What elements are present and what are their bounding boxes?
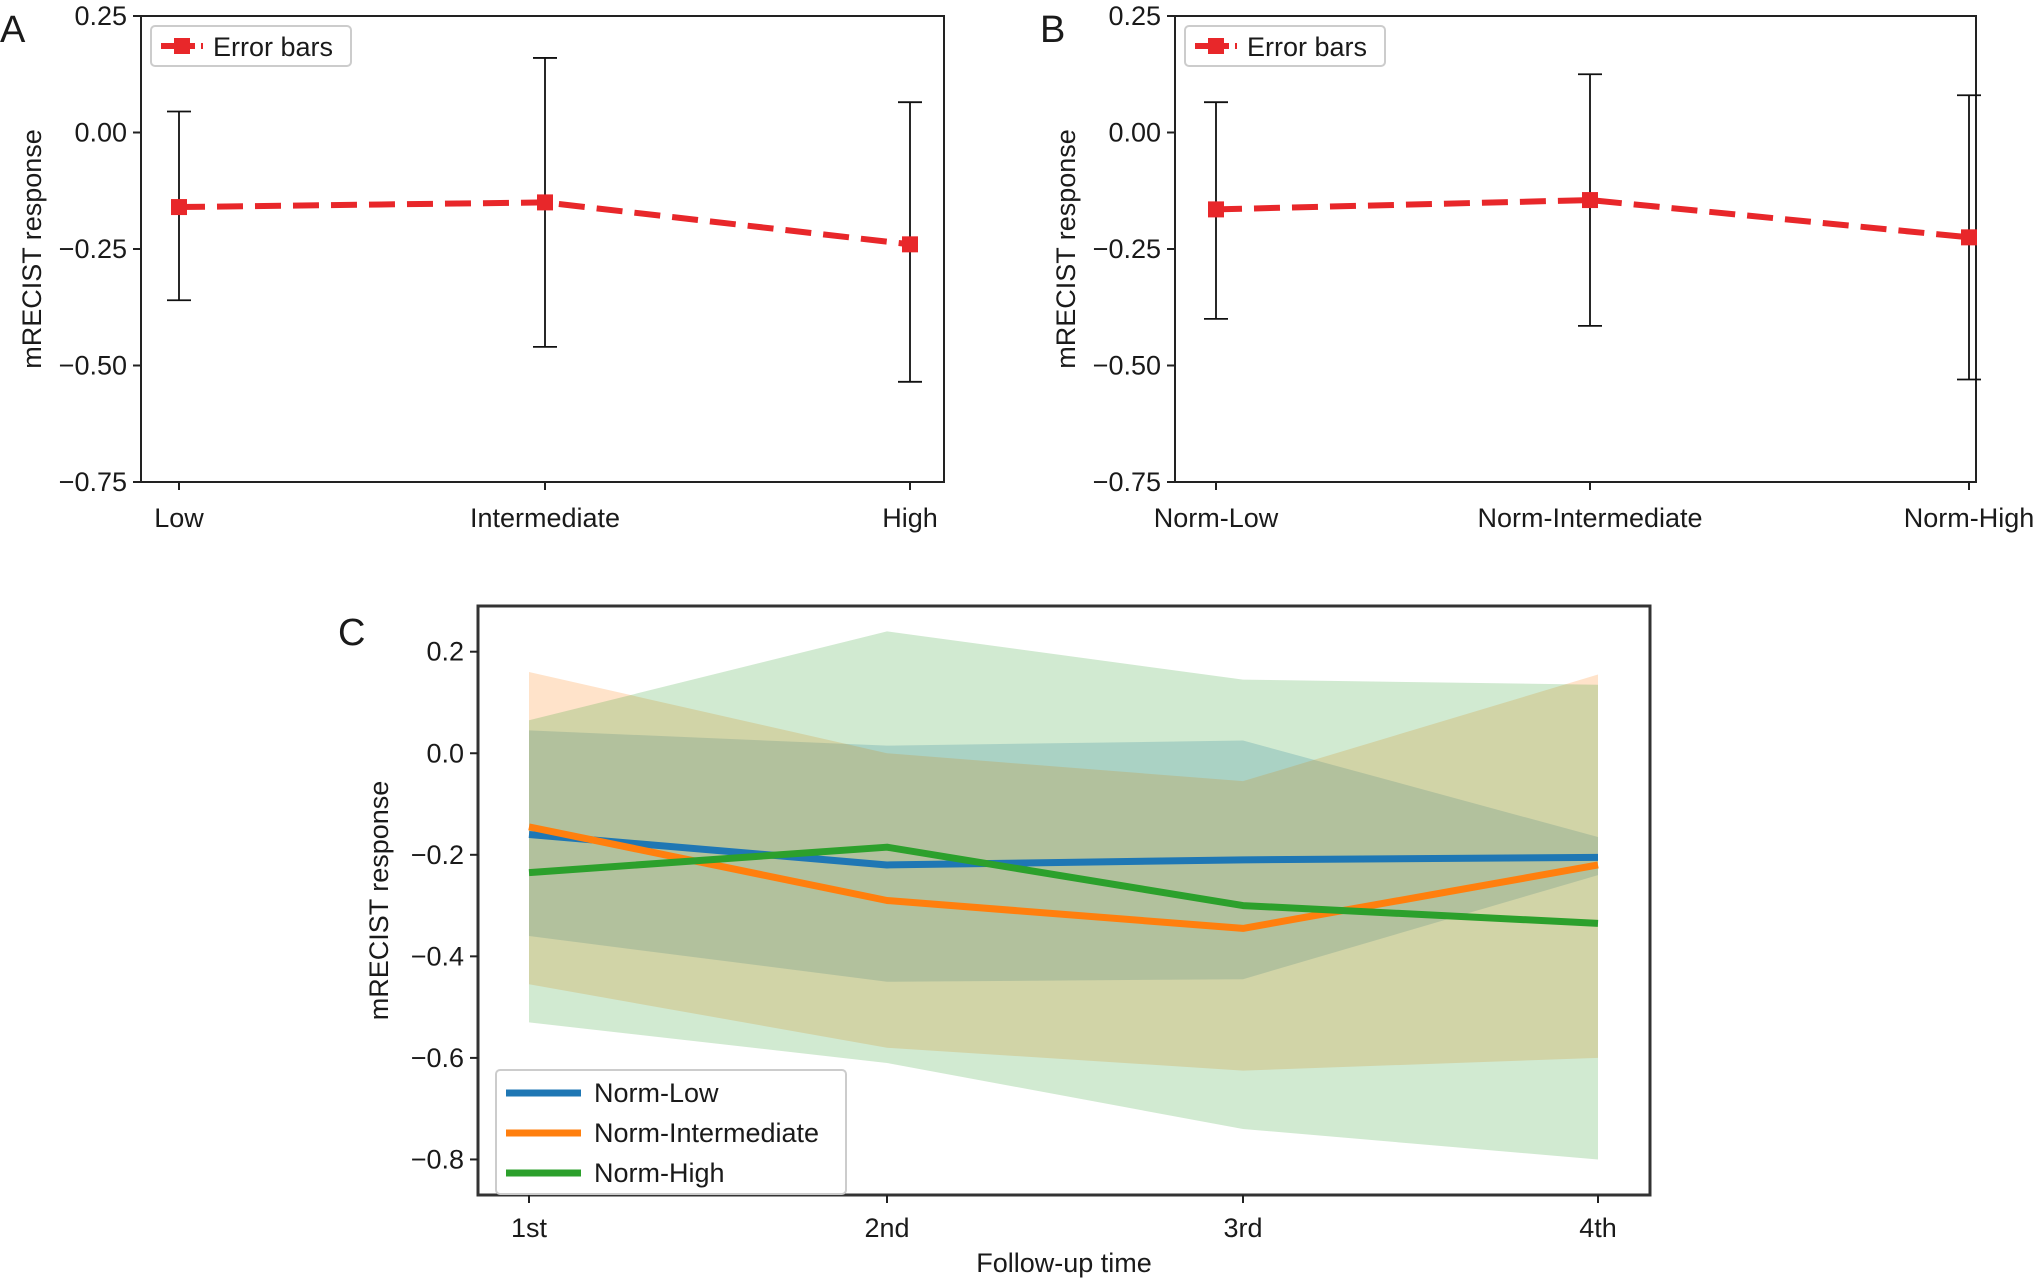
plot-frame — [1174, 15, 1977, 483]
y-tick-label: 0.0 — [426, 738, 464, 768]
x-tick-label: Low — [154, 503, 204, 533]
legend-label: Norm-Intermediate — [594, 1118, 819, 1148]
legend-label: Norm-Low — [594, 1078, 719, 1108]
series-line — [528, 843, 1599, 927]
panel-label-b: B — [1040, 9, 1065, 51]
plot-frame — [140, 15, 945, 483]
series-line — [528, 823, 1599, 932]
legend-box — [495, 1069, 847, 1195]
panel-b: 0.25 0.00 −0.25 −0.50 −0.75 Norm-Low Norm-Inte… — [1051, 1, 2034, 533]
legend-label: Error bars — [213, 32, 333, 62]
y-tick-label: −0.25 — [1093, 234, 1161, 264]
y-tick-label: 0.00 — [1108, 118, 1161, 148]
series-line — [528, 831, 1599, 869]
legend-label: Error bars — [1247, 32, 1367, 62]
y-tick-label: −0.8 — [411, 1144, 464, 1174]
panel-c: 0.2 0.0 −0.2 −0.4 −0.6 −0.8 1st 2nd 3rd 4th Follow… — [364, 604, 1652, 1278]
y-axis-title: mRECIST response — [17, 129, 47, 369]
data-point — [171, 199, 187, 216]
data-point — [537, 194, 553, 211]
x-tick-label: 3rd — [1223, 1213, 1262, 1243]
y-tick-label: 0.25 — [1108, 1, 1161, 31]
confidence-band — [529, 672, 1598, 1071]
x-tick-label: 2nd — [864, 1213, 909, 1243]
x-axis-title: Follow-up time — [976, 1248, 1152, 1278]
x-tick-label: 4th — [1579, 1213, 1617, 1243]
mean-line — [1215, 197, 1970, 241]
legend-box — [1184, 25, 1386, 67]
y-tick-label: −0.4 — [411, 941, 464, 971]
y-tick-label: −0.50 — [59, 351, 127, 381]
y-axis-title: mRECIST response — [1051, 129, 1081, 369]
data-point — [1961, 229, 1977, 246]
plot-frame — [476, 604, 1652, 1197]
panel-a: 0.25 0.00 −0.25 −0.50 −0.75 Low Intermediate Hi… — [17, 1, 945, 533]
y-tick-label: −0.25 — [59, 234, 127, 264]
y-tick-label: 0.25 — [74, 1, 127, 31]
legend-marker — [1208, 38, 1224, 54]
data-point — [902, 236, 918, 253]
y-axis-title: mRECIST response — [364, 781, 394, 1021]
y-tick-label: 0.00 — [74, 118, 127, 148]
confidence-band — [529, 730, 1598, 982]
y-tick-label: −0.50 — [1093, 351, 1161, 381]
data-point — [1208, 201, 1224, 218]
y-tick-label: −0.75 — [1093, 467, 1161, 497]
x-tick-label: Norm-Low — [1154, 503, 1279, 533]
y-tick-label: −0.6 — [411, 1043, 464, 1073]
x-tick-label: Intermediate — [470, 503, 620, 533]
legend-label: Norm-High — [594, 1158, 725, 1188]
data-point — [1582, 192, 1598, 209]
y-tick-label: −0.2 — [411, 840, 464, 870]
y-tick-label: 0.2 — [426, 637, 464, 667]
panel-label-a: A — [0, 9, 26, 51]
x-tick-label: Norm-Intermediate — [1477, 503, 1702, 533]
x-tick-label: Norm-High — [1904, 503, 2035, 533]
confidence-band — [529, 631, 1598, 1160]
legend-box — [150, 25, 352, 67]
x-tick-label: High — [882, 503, 938, 533]
y-tick-label: −0.75 — [59, 467, 127, 497]
x-tick-label: 1st — [511, 1213, 548, 1243]
panel-label-c: C — [338, 612, 365, 654]
legend-marker — [174, 38, 190, 54]
